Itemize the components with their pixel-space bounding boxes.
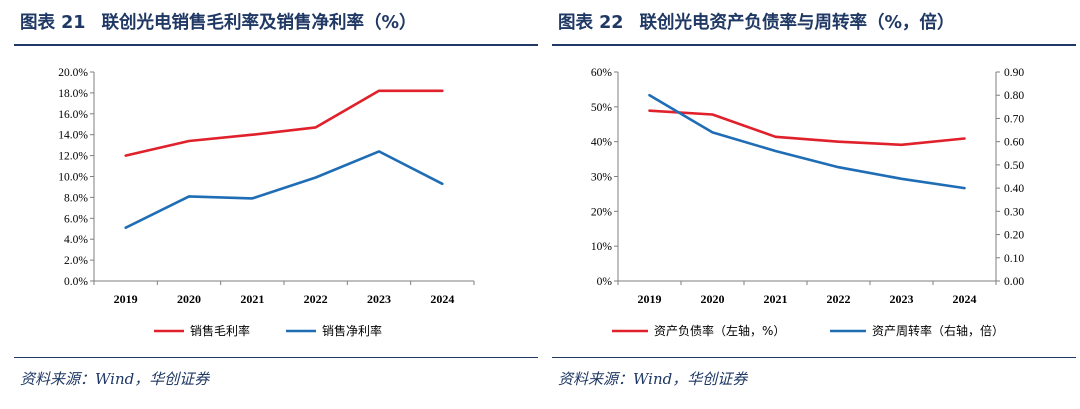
y-tick-label: 12.0% (58, 151, 88, 163)
y2-tick-label: 0.00 (1004, 276, 1024, 288)
y-tick-label: 8.0% (64, 192, 88, 204)
y2-tick-label: 0.30 (1004, 206, 1024, 218)
y-tick-label: 40% (591, 137, 613, 149)
y2-tick-label: 0.90 (1004, 67, 1024, 79)
x-tick-label: 2023 (890, 292, 914, 306)
source-note: 资料来源：Wind，华创证券 (20, 370, 210, 388)
x-tick-label: 2023 (367, 292, 391, 306)
x-tick-label: 2019 (114, 292, 138, 306)
y2-tick-label: 0.80 (1004, 90, 1024, 102)
series-line-2 (124, 150, 444, 229)
panel-title: 图表 22 联创光电资产负债率与周转率（%，倍） (558, 9, 955, 34)
y-tick-label: 20.0% (58, 67, 88, 79)
y-tick-label: 4.0% (64, 234, 88, 246)
x-tick-label: 2022 (827, 292, 851, 306)
series-line-2 (648, 93, 966, 190)
chart-title: 联创光电资产负债率与周转率（%，倍） (639, 13, 955, 33)
x-tick-label: 2021 (240, 292, 264, 306)
x-tick-label: 2021 (764, 292, 788, 306)
title-rule (14, 44, 538, 46)
source-note: 资料来源：Wind，华创证券 (558, 370, 748, 388)
legend-label: 销售毛利率 (190, 323, 250, 338)
y-tick-label: 6.0% (64, 213, 88, 225)
panel-title: 图表 21 联创光电销售毛利率及销售净利率（%） (20, 9, 417, 34)
y2-tick-label: 0.50 (1004, 160, 1024, 172)
legend-label: 资产周转率（右轴，倍） (872, 323, 1004, 338)
x-tick-label: 2019 (638, 292, 662, 306)
y-tick-label: 60% (591, 67, 613, 79)
legend-label: 销售净利率 (322, 323, 382, 338)
y-tick-label: 50% (591, 102, 613, 114)
series-line-1 (124, 89, 444, 157)
y-tick-label: 18.0% (58, 88, 88, 100)
y2-tick-label: 0.70 (1004, 113, 1024, 125)
footer-rule (552, 357, 1076, 358)
y2-tick-label: 0.20 (1004, 230, 1024, 242)
legend-label: 资产负债率（左轴，%） (654, 323, 785, 338)
chart-panel-gross-net-margin: 图表 21 联创光电销售毛利率及销售净利率（%） 0.0% 2.0% 4.0% 6.0%… (14, 0, 538, 409)
y-tick-label: 20% (591, 206, 613, 218)
figure-number: 图表 21 (20, 13, 86, 33)
y-tick-label: 14.0% (58, 130, 88, 142)
title-rule (552, 44, 1076, 46)
x-tick-label: 2024 (430, 292, 454, 306)
x-tick-label: 2022 (304, 292, 328, 306)
series-line-1 (648, 109, 966, 147)
chart-title: 联创光电销售毛利率及销售净利率（%） (101, 13, 417, 33)
y-tick-label: 2.0% (64, 255, 88, 267)
y-tick-label: 10.0% (58, 172, 88, 184)
x-tick-label: 2020 (177, 292, 201, 306)
chart-panel-debt-turnover: 图表 22 联创光电资产负债率与周转率（%，倍） 0% 10% 20% 30% 40% 50… (552, 0, 1076, 409)
figure-number: 图表 22 (558, 13, 624, 33)
y2-tick-label: 0.60 (1004, 137, 1024, 149)
y2-tick-label: 0.10 (1004, 253, 1024, 265)
y-tick-label: 10% (591, 241, 613, 253)
line-chart-debt-turnover: 0% 10% 20% 30% 40% 50% 60% 0.00 0.10 0.20 0.30 0.40… (591, 67, 1024, 338)
x-tick-label: 2020 (701, 292, 725, 306)
x-tick-label: 2024 (953, 292, 977, 306)
y2-tick-label: 0.40 (1004, 183, 1024, 195)
y-tick-label: 0% (597, 276, 613, 288)
line-chart-margins: 0.0% 2.0% 4.0% 6.0% 8.0% 10.0% 12.0% 14.0% 16.0%… (58, 67, 475, 338)
y-tick-label: 30% (591, 172, 613, 184)
y-tick-label: 16.0% (58, 109, 88, 121)
footer-rule (14, 357, 538, 358)
y-tick-label: 0.0% (64, 276, 88, 288)
